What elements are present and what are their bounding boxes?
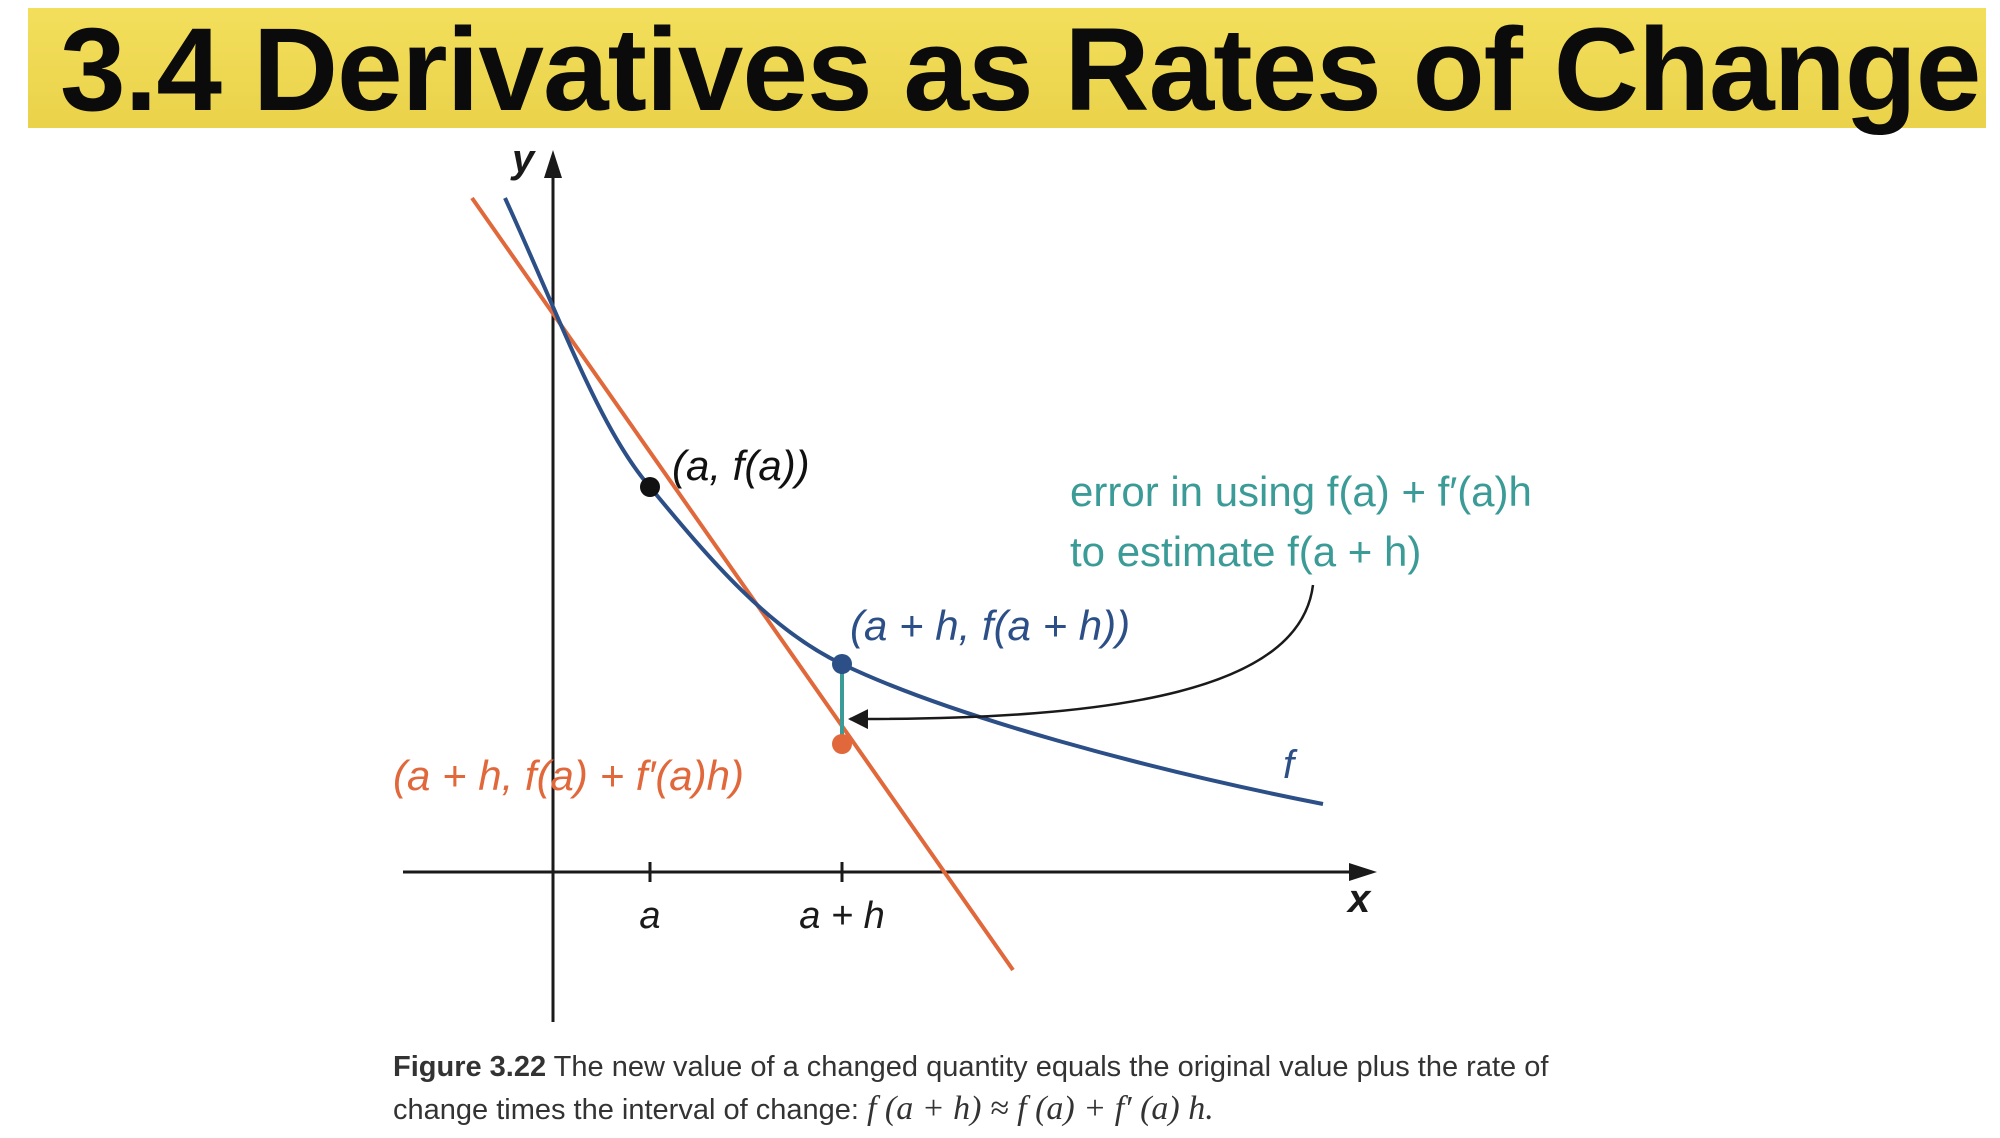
x-axis-label: x: [1346, 877, 1372, 921]
tangent-point-label: (a + h, f(a) + f′(a)h): [393, 752, 744, 799]
point-a-plus-h-label: (a + h, f(a + h)): [850, 602, 1130, 649]
y-axis-label: y: [510, 137, 536, 181]
curve-f: [503, 197, 1324, 806]
x-axis-arrow: [1349, 863, 1377, 881]
tick-a-label: a: [639, 895, 660, 937]
error-label-line1: error in using f(a) + f′(a)h: [1070, 468, 1532, 515]
point-a-plus-h-dot: [832, 654, 852, 674]
figure-caption: Figure 3.22 The new value of a changed q…: [393, 1046, 1643, 1131]
curve-f-label: f: [1283, 743, 1298, 787]
point-a-dot: [640, 477, 660, 497]
caption-formula: f (a + h) ≈ f (a) + f′ (a) h.: [866, 1090, 1214, 1127]
caption-text: The new value of a changed quantity equa…: [393, 1051, 1549, 1126]
title-banner: 3.4 Derivatives as Rates of Change: [28, 4, 1986, 136]
caption-label: Figure 3.22: [393, 1051, 547, 1083]
error-pointer-arrow: [848, 584, 1315, 730]
tick-a-plus-h-label: a + h: [799, 895, 885, 937]
page-title: 3.4 Derivatives as Rates of Change: [60, 4, 1981, 136]
point-a-label: (a, f(a)): [672, 442, 810, 489]
error-label-line2: to estimate f(a + h): [1070, 528, 1421, 575]
y-axis-arrow: [544, 150, 562, 178]
tangent-point-dot: [832, 734, 852, 754]
